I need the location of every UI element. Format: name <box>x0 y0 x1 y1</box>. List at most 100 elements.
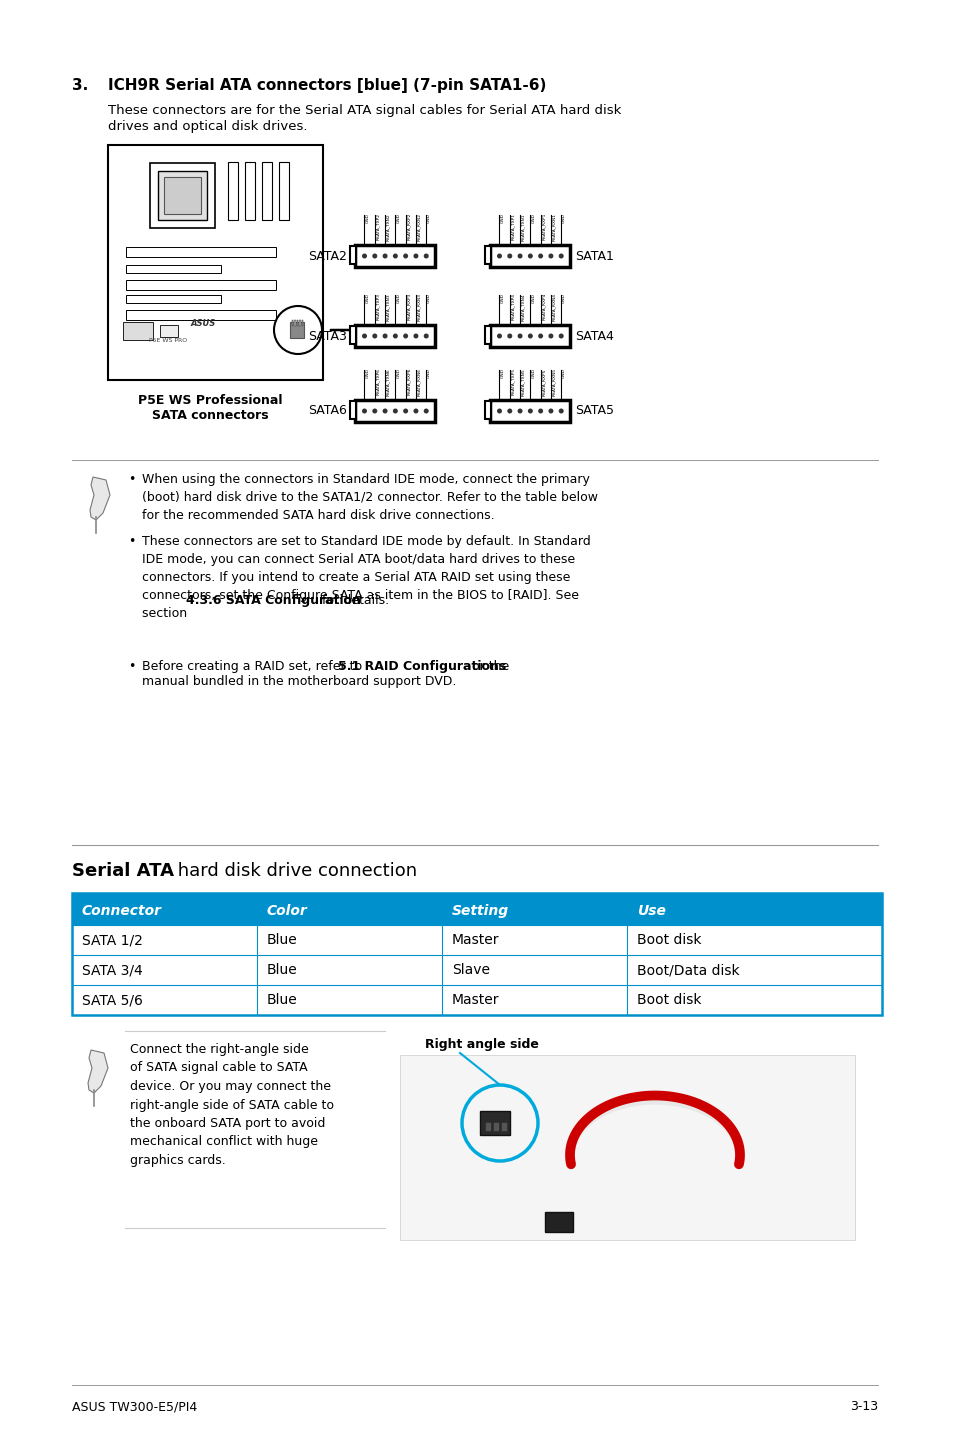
Bar <box>479 1112 510 1135</box>
Bar <box>299 321 301 326</box>
Text: RSATA_TXN5: RSATA_TXN5 <box>520 368 524 395</box>
Circle shape <box>548 334 553 338</box>
Text: RSATA_RXN5: RSATA_RXN5 <box>552 368 556 395</box>
Text: SATA 1/2: SATA 1/2 <box>82 933 143 948</box>
Text: RSATA_TXP3: RSATA_TXP3 <box>375 293 379 321</box>
Text: SATA 3/4: SATA 3/4 <box>82 963 143 976</box>
Text: RSATA_TXN1: RSATA_TXN1 <box>520 213 524 240</box>
Text: These connectors are set to Standard IDE mode by default. In Standard
IDE mode, : These connectors are set to Standard IDE… <box>142 535 590 620</box>
Text: GND: GND <box>531 213 535 223</box>
Text: RSATA_TXP5: RSATA_TXP5 <box>510 368 515 395</box>
Text: RSATA_RXN3: RSATA_RXN3 <box>416 293 420 321</box>
Circle shape <box>403 408 408 414</box>
Text: SATA 5/6: SATA 5/6 <box>82 994 143 1007</box>
Bar <box>399 1055 854 1240</box>
Circle shape <box>361 334 367 338</box>
Circle shape <box>558 334 563 338</box>
Bar <box>150 162 214 229</box>
Bar <box>302 321 303 326</box>
Text: RSATA_RXP5: RSATA_RXP5 <box>541 368 545 395</box>
Bar <box>355 325 435 347</box>
Bar <box>126 247 275 257</box>
Text: GND: GND <box>500 213 504 223</box>
Circle shape <box>517 334 522 338</box>
Polygon shape <box>88 1050 108 1093</box>
Text: GND: GND <box>561 368 566 378</box>
Text: SATA3: SATA3 <box>308 329 347 342</box>
Bar <box>350 326 355 344</box>
Bar <box>290 322 304 338</box>
Text: Blue: Blue <box>267 933 297 948</box>
Circle shape <box>413 408 418 414</box>
Text: Blue: Blue <box>267 994 297 1007</box>
Text: GND: GND <box>365 213 369 223</box>
Text: •: • <box>128 535 135 548</box>
Text: SATA connectors: SATA connectors <box>152 408 268 421</box>
Text: RSATA_RXP4: RSATA_RXP4 <box>541 293 545 321</box>
Circle shape <box>537 408 542 414</box>
Bar <box>350 401 355 418</box>
Bar <box>262 162 272 220</box>
Circle shape <box>548 253 553 259</box>
Text: GND: GND <box>427 213 431 223</box>
Text: GND: GND <box>500 293 504 303</box>
Polygon shape <box>90 477 110 521</box>
Bar <box>490 325 569 347</box>
Text: Connect the right-angle side
of SATA signal cable to SATA
device. Or you may con: Connect the right-angle side of SATA sig… <box>130 1043 334 1168</box>
Text: drives and optical disk drives.: drives and optical disk drives. <box>108 119 307 132</box>
Text: GND: GND <box>395 368 400 378</box>
Bar <box>278 162 289 220</box>
Circle shape <box>558 408 563 414</box>
Circle shape <box>537 334 542 338</box>
Text: SATA4: SATA4 <box>575 329 613 342</box>
Text: RSATA_RXP1: RSATA_RXP1 <box>541 213 545 240</box>
Text: RSATA_RXN6: RSATA_RXN6 <box>416 368 420 395</box>
Text: RSATA_TXN4: RSATA_TXN4 <box>520 293 524 321</box>
Text: RSATA_TXN3: RSATA_TXN3 <box>386 293 390 321</box>
Circle shape <box>413 253 418 259</box>
Text: SATA1: SATA1 <box>575 250 613 263</box>
Circle shape <box>372 408 376 414</box>
Text: or the: or the <box>468 660 509 673</box>
Circle shape <box>382 334 387 338</box>
Bar <box>490 400 569 421</box>
Text: Boot/Data disk: Boot/Data disk <box>637 963 739 976</box>
Circle shape <box>382 408 387 414</box>
Text: RSATA_RXP6: RSATA_RXP6 <box>406 368 410 395</box>
Circle shape <box>558 253 563 259</box>
Text: RSATA_RXN2: RSATA_RXN2 <box>416 213 420 242</box>
Bar <box>494 1123 498 1132</box>
Bar <box>484 246 491 265</box>
Bar <box>484 401 491 418</box>
Circle shape <box>361 408 367 414</box>
Circle shape <box>274 306 322 354</box>
Bar <box>108 145 323 380</box>
Text: Serial ATA: Serial ATA <box>71 861 173 880</box>
Text: Boot disk: Boot disk <box>637 994 700 1007</box>
Bar <box>71 985 882 1015</box>
Circle shape <box>497 253 501 259</box>
Text: GND: GND <box>531 368 535 378</box>
Circle shape <box>507 334 512 338</box>
Bar <box>158 171 207 220</box>
Circle shape <box>372 253 376 259</box>
Text: GND: GND <box>365 368 369 378</box>
Bar <box>164 177 201 214</box>
Text: Color: Color <box>267 905 308 917</box>
Circle shape <box>403 334 408 338</box>
Circle shape <box>382 253 387 259</box>
Text: GND: GND <box>561 293 566 303</box>
Circle shape <box>393 253 397 259</box>
Text: manual bundled in the motherboard support DVD.: manual bundled in the motherboard suppor… <box>142 674 456 687</box>
Circle shape <box>537 253 542 259</box>
Text: GND: GND <box>365 293 369 303</box>
Text: 5.1 RAID Configurations: 5.1 RAID Configurations <box>337 660 506 673</box>
Text: hard disk drive connection: hard disk drive connection <box>172 861 416 880</box>
Text: ASUS TW300-E5/PI4: ASUS TW300-E5/PI4 <box>71 1401 197 1414</box>
Text: When using the connectors in Standard IDE mode, connect the primary
(boot) hard : When using the connectors in Standard ID… <box>142 473 598 522</box>
Bar <box>71 925 882 955</box>
Text: Right angle side: Right angle side <box>424 1038 538 1051</box>
Circle shape <box>393 408 397 414</box>
Text: Slave: Slave <box>452 963 490 976</box>
Text: 4.3.6 SATA Configuration: 4.3.6 SATA Configuration <box>186 594 360 607</box>
